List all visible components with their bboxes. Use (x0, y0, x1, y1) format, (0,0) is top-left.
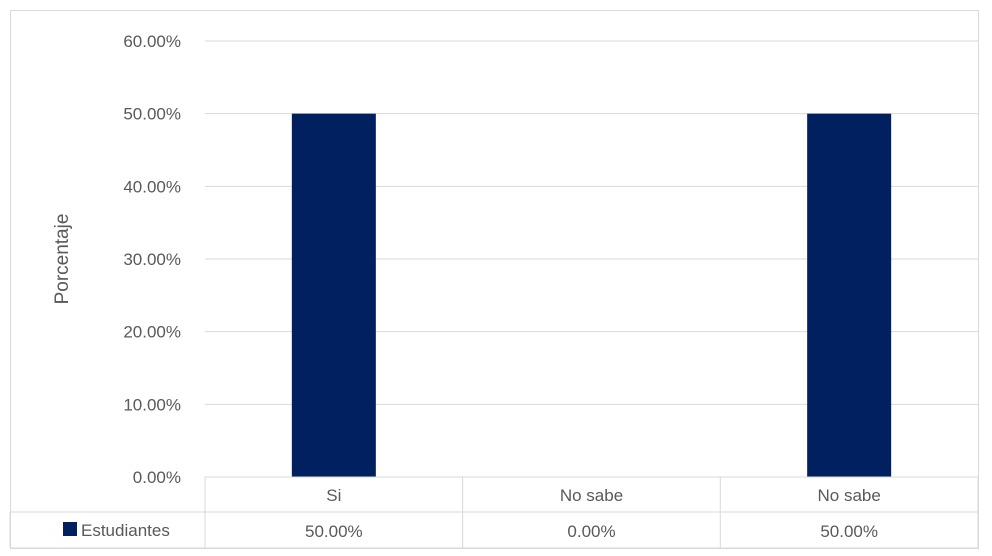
y-tick-label: 40.00% (123, 177, 181, 196)
y-tick-label: 0.00% (133, 468, 181, 487)
bar (291, 113, 376, 478)
y-tick-label: 30.00% (123, 250, 181, 269)
legend-label: Estudiantes (81, 521, 170, 540)
y-tick-label: 50.00% (123, 105, 181, 124)
data-label: 0.00% (567, 522, 615, 541)
legend-swatch (63, 522, 77, 536)
y-tick-label: 60.00% (123, 32, 181, 51)
data-table: Si 50.00% No sabe 0.00% No sabe 50.00% Estudia… (9, 476, 979, 549)
x-tick-label: No sabe (560, 486, 623, 505)
y-tick-label: 10.00% (123, 395, 181, 414)
data-label: 50.00% (305, 522, 363, 541)
x-tick-label: No sabe (818, 486, 881, 505)
x-tick-label: Si (326, 486, 341, 505)
y-axis-ticks: 0.00% 10.00% 20.00% 30.00% 40.00% 50.00% 60.00… (123, 32, 181, 487)
data-label: 50.00% (820, 522, 878, 541)
bar (807, 113, 892, 478)
y-tick-label: 20.00% (123, 323, 181, 342)
bars (291, 113, 892, 478)
y-axis-label: Porcentaje (52, 214, 73, 305)
